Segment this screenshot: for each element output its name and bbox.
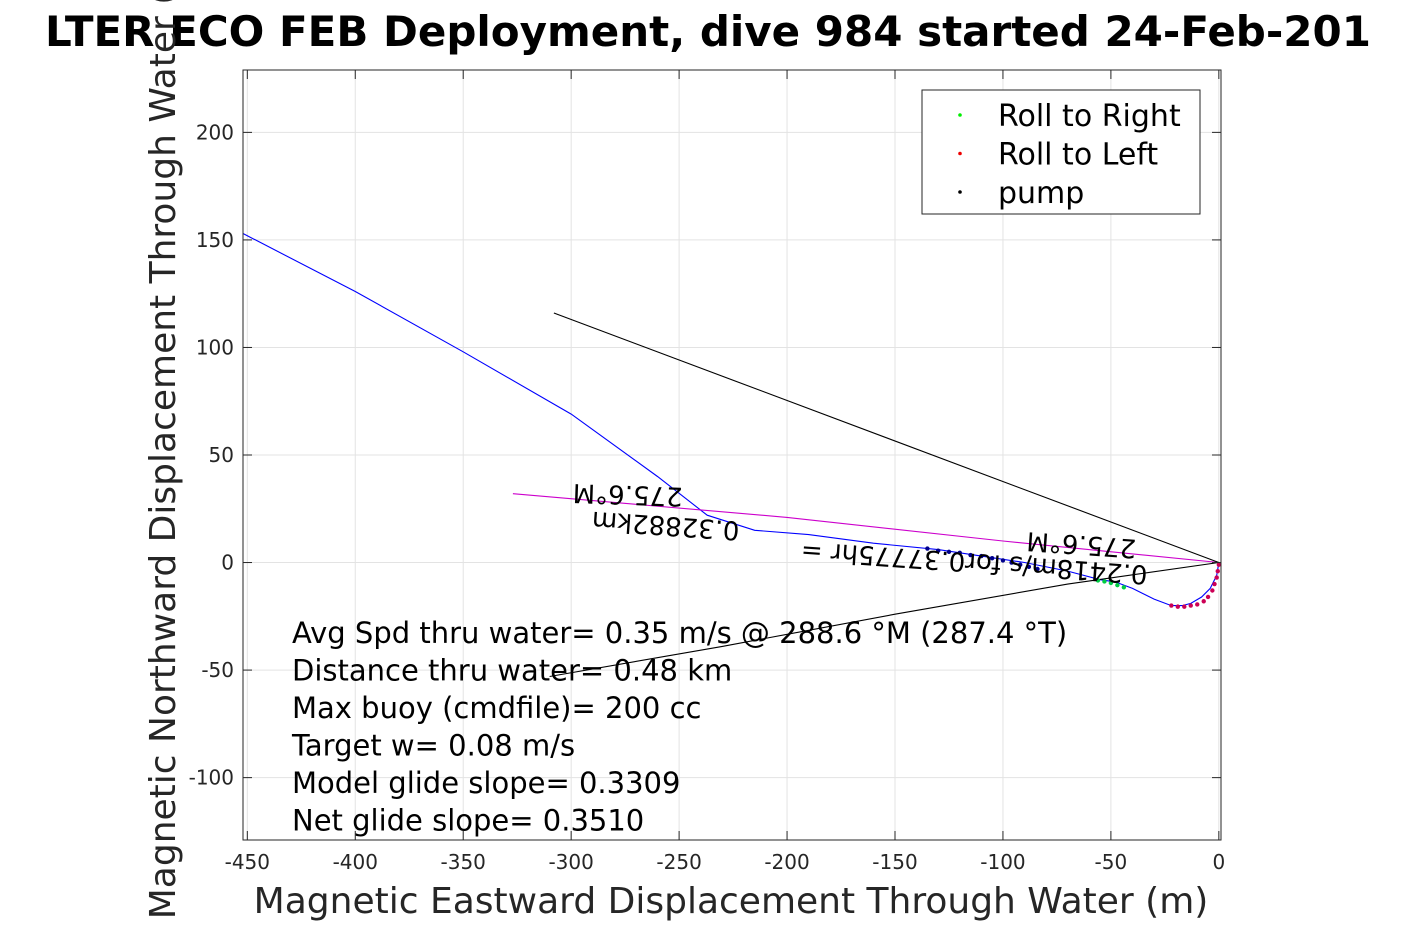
stats-line: Target w= 0.08 m/s <box>291 729 575 763</box>
heading-annotation-far: 275.6°M <box>572 477 683 511</box>
point-right <box>1115 582 1120 588</box>
point-pump <box>1009 560 1014 565</box>
stats-line: Max buoy (cmdfile)= 200 cc <box>292 691 701 725</box>
legend-label: Roll to Right <box>998 99 1181 134</box>
x-tick-label: -350 <box>441 850 486 874</box>
stats-line: Net glide slope= 0.3510 <box>292 804 644 838</box>
x-tick-label: -50 <box>1095 850 1128 874</box>
legend-marker <box>958 151 962 156</box>
y-tick-label: 0 <box>221 551 234 575</box>
point-left <box>1182 604 1187 609</box>
point-pump <box>968 552 973 558</box>
y-axis-label: Magnetic Northward Displacement Through … <box>143 0 184 919</box>
y-tick-label: 200 <box>196 120 234 144</box>
x-tick-label: -400 <box>333 850 378 874</box>
x-tick-label: -200 <box>764 850 809 874</box>
point-pump <box>979 553 984 559</box>
point-pump <box>1018 562 1023 567</box>
y-tick-label: 150 <box>196 228 234 252</box>
point-left <box>1201 599 1206 604</box>
point-pump <box>1026 564 1032 570</box>
y-tick-label: -50 <box>201 658 234 682</box>
point-left <box>1212 581 1217 587</box>
series-layer <box>242 233 1220 678</box>
series-line-1 <box>512 493 1219 564</box>
legend-label: pump <box>998 176 1084 211</box>
y-tick-label: -100 <box>189 766 234 790</box>
point-pump <box>989 556 995 561</box>
stats-line: Avg Spd thru water= 0.35 m/s @ 288.6 °M … <box>292 616 1067 650</box>
point-left <box>1188 603 1193 608</box>
x-axis-label: Magnetic Eastward Displacement Through W… <box>254 881 1209 922</box>
y-tick-label: 50 <box>209 443 234 467</box>
point-pump <box>925 546 930 551</box>
point-left <box>1214 575 1219 580</box>
point-left <box>1195 602 1200 607</box>
roll-points-layer <box>925 546 1222 609</box>
legend-box <box>921 89 1201 215</box>
point-left <box>1216 562 1222 567</box>
point-pump <box>1035 566 1040 572</box>
x-tick-label: -100 <box>980 850 1025 874</box>
x-tick-label: -300 <box>548 850 593 874</box>
point-left <box>1210 588 1215 593</box>
point-left <box>1175 604 1181 609</box>
point-right <box>1095 578 1101 583</box>
x-tick-label: -450 <box>225 850 270 874</box>
legend-marker <box>958 113 962 117</box>
point-left <box>1215 568 1220 574</box>
legend-marker <box>958 190 962 194</box>
y-tick-label: 100 <box>196 335 234 359</box>
point-pump <box>1000 558 1006 563</box>
chart-title: LTER ECO FEB Deployment, dive 984 starte… <box>45 7 1371 56</box>
series-line-0 <box>242 233 1220 607</box>
point-right <box>1108 580 1114 586</box>
series-line-2 <box>553 312 1219 564</box>
stats-line: Distance thru water= 0.48 km <box>292 654 732 688</box>
series-line-3 <box>549 561 1219 678</box>
x-tick-label: -150 <box>872 850 917 874</box>
point-pump <box>935 548 941 553</box>
stats-line: Model glide slope= 0.3309 <box>292 766 680 800</box>
point-pump <box>957 550 962 556</box>
point-left <box>1169 603 1174 608</box>
point-right <box>1121 585 1127 590</box>
point-right <box>1102 579 1107 584</box>
legend-label: Roll to Left <box>998 138 1158 173</box>
x-tick-label: 0 <box>1212 850 1225 874</box>
point-left <box>1205 594 1211 600</box>
stats-block: Avg Spd thru water= 0.35 m/s @ 288.6 °M … <box>291 616 1067 838</box>
x-tick-label: -250 <box>656 850 701 874</box>
point-pump <box>946 549 952 554</box>
axis-ticks: -450 -400 -350 -300 -250 -200 -150 -100 -50 0 -100… <box>189 70 1225 874</box>
